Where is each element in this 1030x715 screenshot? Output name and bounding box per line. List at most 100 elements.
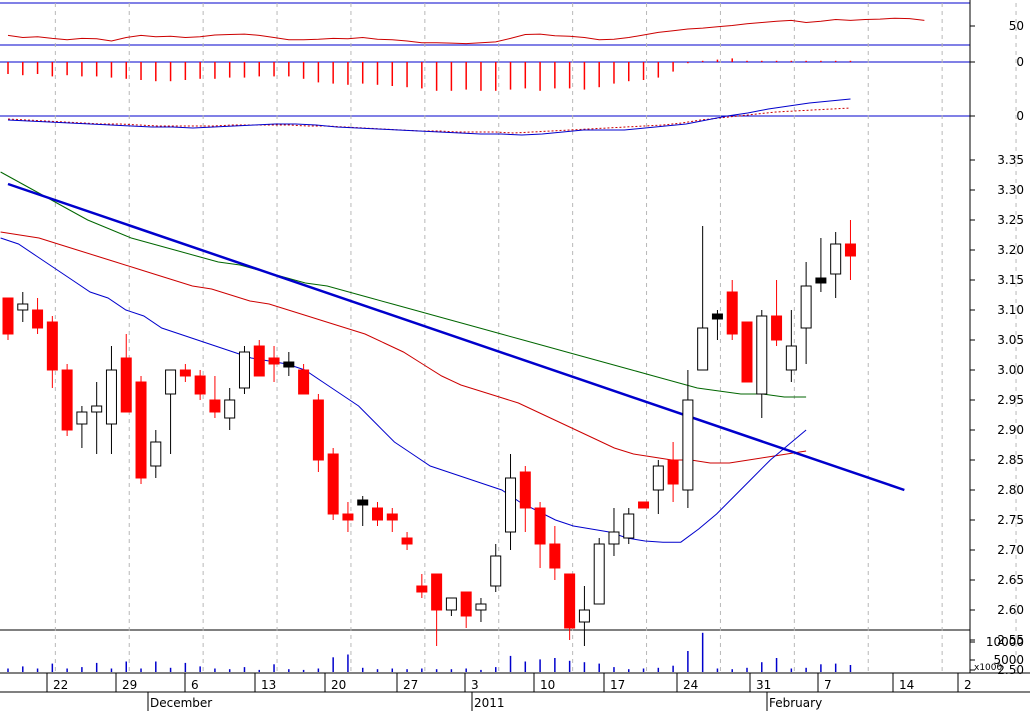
- price-tick-label: 2.85: [997, 453, 1024, 467]
- date-tick-label: 17: [610, 678, 625, 692]
- oscillator-tick-label: 50: [1009, 19, 1024, 33]
- month-label: 2011: [474, 696, 505, 710]
- candle-body: [830, 243, 842, 275]
- candle-body: [165, 369, 177, 395]
- candle-body: [61, 369, 73, 431]
- grid-layer: [0, 0, 1030, 674]
- date-tick-label: 14: [899, 678, 914, 692]
- macd-panel: [7, 98, 851, 136]
- candle-body: [372, 507, 383, 521]
- macd-line: [7, 98, 851, 136]
- bottom-axis: 22 29 6 13 20 27 3 10 17 24 31 7 14 2 December 2011 Febr…: [0, 673, 1030, 711]
- candle: [46, 316, 58, 388]
- candle-body: [357, 499, 369, 506]
- candle: [667, 442, 679, 502]
- price-tick-label: 2.70: [997, 543, 1024, 557]
- candle-body: [490, 555, 502, 587]
- candle: [638, 501, 650, 509]
- candle: [386, 508, 398, 532]
- candle: [209, 376, 221, 418]
- price-tick-label: 3.15: [997, 273, 1024, 287]
- candle-body: [209, 399, 221, 413]
- candle-body: [771, 315, 783, 341]
- candle-body: [327, 453, 339, 515]
- candle: [268, 346, 280, 382]
- candle: [490, 544, 502, 592]
- candle-body: [564, 573, 576, 629]
- candle: [505, 454, 517, 550]
- macd-signal-line: [7, 107, 851, 134]
- price-tick-label: 3.05: [997, 333, 1024, 347]
- candle-body: [815, 277, 827, 284]
- date-tick-label: 6: [191, 678, 199, 692]
- date-tick-label: 27: [403, 678, 418, 692]
- date-tick-label: 10: [540, 678, 555, 692]
- candle: [253, 340, 265, 377]
- volume-tick-label: 10000: [986, 635, 1024, 649]
- candle-body: [283, 361, 295, 368]
- month-label: December: [150, 696, 212, 710]
- date-tick-label: 2: [964, 678, 972, 692]
- date-tick-label: 22: [53, 678, 68, 692]
- candle: [61, 364, 73, 436]
- candle-body: [401, 537, 413, 545]
- candle-body: [578, 609, 590, 623]
- candle-body: [194, 375, 206, 395]
- price-tick-label: 2.95: [997, 393, 1024, 407]
- candle-body: [445, 597, 457, 611]
- candle-body: [505, 477, 517, 533]
- volume-tick-label: 5000: [993, 653, 1024, 667]
- candle: [682, 370, 694, 508]
- candle-body: [386, 513, 398, 521]
- candle: [105, 346, 117, 454]
- candle: [608, 508, 620, 556]
- candle: [342, 502, 354, 532]
- candle-body: [549, 543, 561, 569]
- histogram-panel: [7, 58, 852, 91]
- candle: [416, 574, 428, 598]
- candle: [578, 586, 590, 646]
- date-tick-label: 20: [331, 678, 346, 692]
- date-tick-label: 29: [122, 678, 137, 692]
- candle: [726, 280, 738, 340]
- oscillator-panel: [7, 17, 925, 45]
- candle: [17, 292, 29, 322]
- price-tick-label: 3.20: [997, 243, 1024, 257]
- candle-body: [682, 399, 694, 491]
- candle: [357, 496, 369, 526]
- candle: [2, 297, 14, 340]
- candle: [815, 238, 827, 292]
- candle-body: [785, 345, 797, 371]
- candle-body: [623, 513, 635, 539]
- candle-body: [844, 243, 856, 257]
- candle: [327, 448, 339, 520]
- candle: [785, 310, 797, 382]
- candle: [120, 334, 132, 413]
- candle: [534, 502, 546, 568]
- candle: [830, 232, 842, 298]
- candle: [697, 226, 709, 371]
- candle-body: [519, 471, 531, 509]
- candle: [475, 598, 487, 622]
- candle: [224, 388, 236, 430]
- price-tick-label: 3.00: [997, 363, 1024, 377]
- price-tick-label: 3.25: [997, 213, 1024, 227]
- candle: [179, 364, 191, 382]
- macd-tick-label: 0: [1016, 109, 1024, 123]
- date-tick-label: 3: [471, 678, 479, 692]
- candle-body: [268, 357, 280, 365]
- date-tick-label: 31: [756, 678, 771, 692]
- candle: [771, 280, 783, 346]
- ma-long-line: [0, 171, 807, 398]
- candle: [844, 220, 856, 280]
- right-axis: 3.35 3.30 3.25 3.20 3.15 3.10 3.05 3.00 2.95 2.90…: [970, 19, 1024, 677]
- candle: [135, 376, 147, 484]
- candle: [91, 382, 103, 454]
- candle: [460, 591, 472, 628]
- candle: [372, 502, 383, 526]
- candle-body: [105, 369, 117, 425]
- candle-body: [741, 321, 753, 383]
- candle: [298, 364, 310, 395]
- candle: [519, 466, 531, 532]
- candle-body: [593, 543, 605, 605]
